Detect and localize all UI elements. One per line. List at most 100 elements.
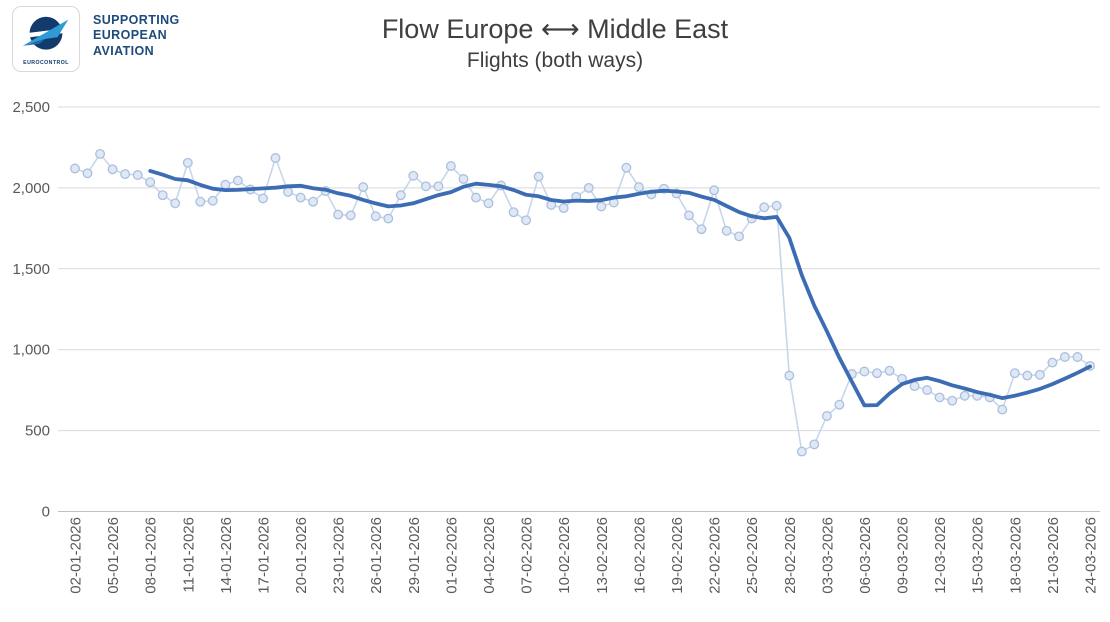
data-point-marker bbox=[157, 190, 168, 201]
x-tick-label: 15-03-2026 bbox=[970, 517, 987, 594]
data-point-marker bbox=[258, 193, 268, 204]
data-point-marker bbox=[433, 181, 444, 192]
data-point-marker bbox=[195, 196, 206, 207]
x-tick-label: 29-01-2026 bbox=[406, 517, 423, 594]
x-tick-label: 28-02-2026 bbox=[782, 517, 799, 594]
data-point-marker bbox=[383, 213, 394, 224]
x-tick-label: 06-03-2026 bbox=[857, 517, 874, 594]
data-point-marker bbox=[771, 200, 782, 211]
data-point-marker bbox=[395, 190, 406, 201]
data-point-marker bbox=[934, 392, 945, 403]
data-point-marker bbox=[95, 148, 106, 159]
data-point-marker bbox=[596, 201, 607, 212]
data-point-marker bbox=[558, 203, 569, 214]
chart-subtitle: Flights (both ways) bbox=[466, 49, 644, 72]
data-point-marker bbox=[220, 179, 231, 190]
data-point-marker bbox=[483, 198, 494, 209]
data-point-marker bbox=[796, 446, 807, 457]
x-tick-label: 02-01-2026 bbox=[68, 517, 85, 594]
x-tick-label: 05-01-2026 bbox=[105, 517, 122, 594]
data-point-marker bbox=[1022, 370, 1033, 381]
data-point-marker bbox=[333, 209, 344, 220]
data-point-marker bbox=[784, 370, 795, 381]
data-point-marker bbox=[696, 224, 707, 235]
chart-title: Flow Europe ⟷ Middle East bbox=[381, 14, 729, 44]
x-tick-label: 17-01-2026 bbox=[255, 517, 272, 594]
x-tick-label: 16-02-2026 bbox=[631, 517, 648, 594]
data-point-marker bbox=[621, 162, 632, 173]
x-tick-label: 07-02-2026 bbox=[519, 517, 536, 594]
x-tick-label: 10-02-2026 bbox=[556, 517, 573, 594]
data-point-marker bbox=[872, 368, 882, 379]
data-point-marker bbox=[345, 210, 356, 221]
tagline-line-3: AVIATION bbox=[93, 43, 155, 58]
data-point-marker bbox=[82, 168, 93, 179]
data-point-marker bbox=[533, 171, 544, 182]
y-tick-label: 1,500 bbox=[12, 261, 50, 278]
data-point-marker bbox=[283, 186, 293, 197]
data-point-marker bbox=[959, 390, 970, 401]
data-point-marker bbox=[420, 181, 431, 192]
y-tick-label: 500 bbox=[25, 423, 50, 440]
data-point-marker bbox=[684, 210, 694, 221]
seven-day-average-line bbox=[148, 168, 1092, 408]
x-tick-label: 26-01-2026 bbox=[368, 517, 385, 594]
x-tick-label: 22-02-2026 bbox=[707, 517, 724, 594]
data-point-marker bbox=[734, 231, 745, 242]
data-point-marker bbox=[721, 225, 732, 236]
data-point-marker bbox=[1034, 369, 1045, 380]
x-tick-label: 18-03-2026 bbox=[1007, 517, 1024, 594]
data-point-marker bbox=[834, 399, 845, 410]
data-point-marker bbox=[408, 170, 419, 181]
data-point-marker bbox=[508, 207, 519, 218]
x-tick-label: 20-01-2026 bbox=[293, 517, 310, 594]
y-tick-label: 2,000 bbox=[12, 180, 50, 197]
x-tick-label: 04-02-2026 bbox=[481, 517, 498, 594]
data-point-marker bbox=[458, 174, 469, 184]
gridlines bbox=[58, 106, 1100, 512]
data-point-marker bbox=[132, 170, 143, 180]
daily-flights-markers bbox=[70, 148, 1095, 457]
data-point-marker bbox=[471, 192, 481, 203]
x-tick-label: 03-03-2026 bbox=[819, 517, 836, 594]
y-tick-label: 0 bbox=[42, 504, 50, 521]
eurocontrol-logo-icon: EUROCONTROL bbox=[22, 16, 69, 66]
data-point-marker bbox=[1059, 352, 1070, 362]
tagline-line-1: SUPPORTING bbox=[93, 13, 180, 27]
data-point-marker bbox=[170, 198, 181, 209]
data-point-marker bbox=[445, 161, 456, 172]
data-point-marker bbox=[107, 164, 118, 175]
data-point-marker bbox=[633, 182, 644, 193]
daily-flights-line bbox=[74, 152, 1091, 453]
y-tick-label: 2,500 bbox=[12, 99, 50, 116]
x-tick-label: 11-01-2026 bbox=[180, 517, 197, 593]
x-tick-label: 09-03-2026 bbox=[895, 517, 912, 594]
data-point-marker bbox=[759, 202, 770, 213]
data-point-marker bbox=[521, 215, 532, 226]
x-tick-label: 23-01-2026 bbox=[331, 517, 348, 594]
data-point-marker bbox=[709, 185, 720, 196]
x-tick-label: 21-03-2026 bbox=[1045, 517, 1062, 594]
x-tick-label: 19-02-2026 bbox=[669, 517, 686, 594]
data-point-marker bbox=[308, 196, 319, 207]
data-point-marker bbox=[120, 169, 131, 180]
data-point-marker bbox=[145, 177, 156, 188]
x-tick-label: 08-01-2026 bbox=[143, 517, 160, 594]
data-point-marker bbox=[1009, 368, 1020, 379]
x-tick-label: 01-02-2026 bbox=[443, 517, 460, 594]
tagline-line-2: EUROPEAN bbox=[93, 28, 168, 43]
y-axis-labels: 0 500 1,000 1,500 2,000 2,500 bbox=[12, 99, 50, 521]
data-point-marker bbox=[583, 182, 594, 193]
data-point-marker bbox=[1072, 352, 1083, 362]
data-point-marker bbox=[70, 163, 80, 174]
x-tick-label: 25-02-2026 bbox=[744, 517, 761, 594]
data-point-marker bbox=[358, 182, 369, 193]
data-point-marker bbox=[859, 366, 870, 377]
eurocontrol-logo: EUROCONTROL bbox=[12, 6, 80, 72]
x-tick-label: 13-02-2026 bbox=[594, 517, 611, 594]
data-point-marker bbox=[207, 195, 218, 206]
logo-brand-text: EUROCONTROL bbox=[23, 60, 69, 66]
data-point-marker bbox=[809, 439, 820, 450]
